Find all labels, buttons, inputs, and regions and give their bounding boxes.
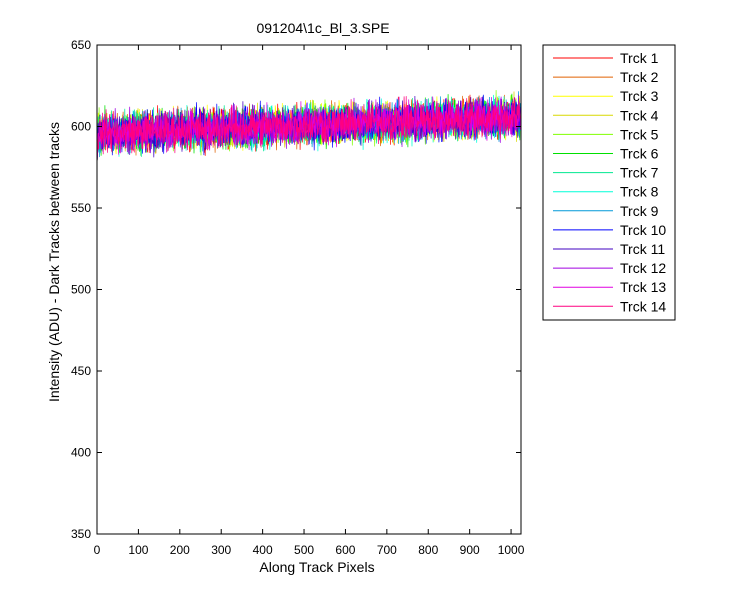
- y-axis: 350 400 450 500 550 600 650: [71, 38, 521, 541]
- x-tick-label: 700: [377, 543, 397, 557]
- x-tick-label: 0: [94, 543, 101, 557]
- legend-label: Trck 1: [620, 50, 659, 66]
- y-tick-label: 350: [71, 527, 91, 541]
- x-tick-label: 800: [418, 543, 438, 557]
- x-tick-label: 200: [170, 543, 190, 557]
- legend-label: Trck 9: [620, 203, 659, 219]
- legend-label: Trck 14: [620, 298, 666, 314]
- legend-label: Trck 11: [620, 241, 665, 257]
- x-tick-label: 600: [335, 543, 355, 557]
- legend-label: Trck 3: [620, 88, 659, 104]
- y-tick-label: 650: [71, 38, 91, 52]
- legend-label: Trck 5: [620, 126, 659, 142]
- legend-label: Trck 6: [620, 146, 659, 162]
- series-line-trck-14: [97, 96, 521, 166]
- y-axis-label: Intensity (ADU) - Dark Tracks between tr…: [46, 122, 62, 402]
- y-tick-label: 600: [71, 120, 91, 134]
- x-axis: 0 100 200 300 400 500 600 700 800 900 1000: [94, 45, 525, 557]
- x-tick-label: 100: [128, 543, 148, 557]
- x-axis-label: Along Track Pixels: [259, 559, 374, 575]
- x-tick-label: 1000: [498, 543, 525, 557]
- x-tick-label: 300: [211, 543, 231, 557]
- series-layer: [97, 90, 521, 166]
- x-tick-label: 900: [460, 543, 480, 557]
- y-tick-label: 450: [71, 364, 91, 378]
- legend: Trck 1 Trck 2 Trck 3 Trck 4 Trck 5 Trck 6 Trck…: [542, 44, 676, 321]
- x-tick-label: 500: [294, 543, 314, 557]
- legend-label: Trck 10: [620, 222, 666, 238]
- legend-box: [542, 44, 676, 321]
- legend-label: Trck 7: [620, 165, 659, 181]
- chart-title: 091204\1c_Bl_3.SPE: [256, 20, 389, 36]
- legend-label: Trck 12: [620, 260, 666, 276]
- x-tick-label: 400: [253, 543, 273, 557]
- y-tick-label: 500: [71, 283, 91, 297]
- legend-label: Trck 13: [620, 279, 666, 295]
- legend-label: Trck 4: [620, 107, 659, 123]
- legend-label: Trck 2: [620, 69, 659, 85]
- y-tick-label: 550: [71, 201, 91, 215]
- axes: 0 100 200 300 400 500 600 700 800 900 1000 350 400 4…: [71, 38, 525, 557]
- legend-label: Trck 8: [620, 184, 659, 200]
- y-tick-label: 400: [71, 446, 91, 460]
